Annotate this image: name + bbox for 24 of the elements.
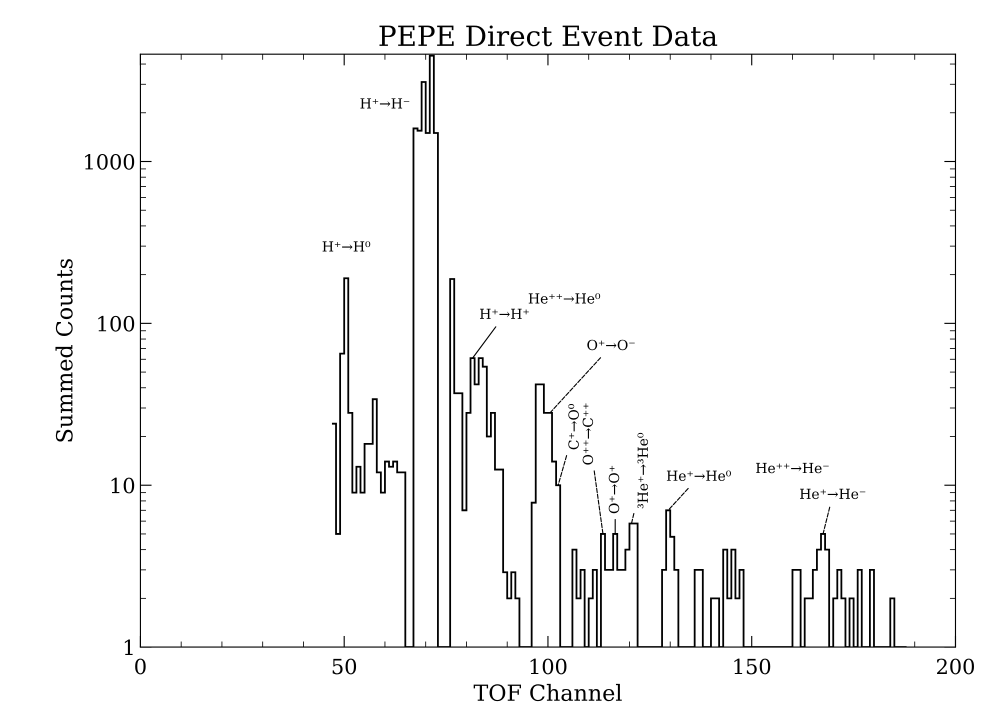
x-axis-title: TOF Channel bbox=[474, 684, 622, 702]
x-tick-label: 0 bbox=[135, 658, 146, 674]
x-tick-label: 50 bbox=[332, 658, 356, 674]
annotation: O⁺→O⁻ bbox=[587, 340, 635, 350]
y-tick-label: 100 bbox=[98, 316, 134, 332]
y-axis-title: Summed Counts bbox=[55, 259, 73, 442]
annotation: H⁺→H⁻ bbox=[360, 98, 410, 108]
annotation: C⁺→O⁰ bbox=[568, 404, 579, 450]
x-tick-label: 200 bbox=[937, 658, 974, 674]
y-tick-label: 1000 bbox=[85, 154, 134, 170]
annotation: ³He⁺→³He⁰ bbox=[638, 432, 648, 508]
annotation: O⁺→O⁺ bbox=[608, 466, 620, 514]
annotation: H⁺→H⁰ bbox=[322, 241, 370, 252]
annotation: O⁺⁺→C⁺⁺ bbox=[582, 403, 594, 465]
annotation: H⁺→H⁺ bbox=[480, 308, 529, 319]
annotation: He⁺⁺→He⁻ bbox=[756, 462, 829, 474]
y-tick-label: 10 bbox=[112, 478, 134, 494]
annotation: He⁺→He⁰ bbox=[666, 470, 731, 481]
annotation: He⁺→He⁻ bbox=[800, 488, 866, 500]
x-tick-label: 150 bbox=[734, 658, 770, 674]
x-tick-label: 100 bbox=[530, 658, 566, 674]
y-tick-label: 1 bbox=[124, 640, 133, 655]
chart-title: PEPE Direct Event Data bbox=[379, 25, 718, 46]
annotation: He⁺⁺→He⁰ bbox=[528, 293, 600, 304]
